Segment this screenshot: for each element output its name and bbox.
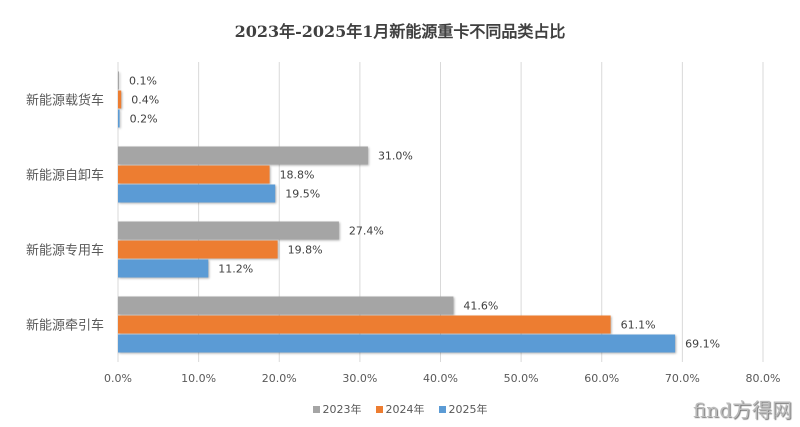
bar-2023年 bbox=[118, 221, 339, 240]
legend-swatch bbox=[312, 405, 320, 413]
bar-2024年 bbox=[118, 240, 278, 259]
category-label: 新能源专用车 bbox=[26, 243, 104, 259]
bar-2023年 bbox=[118, 71, 119, 90]
data-label: 11.2% bbox=[218, 263, 253, 276]
bar-2025年 bbox=[118, 184, 276, 203]
data-label: 19.8% bbox=[288, 244, 323, 257]
legend: 2023年 2024年 2025年 bbox=[0, 401, 800, 417]
category-label: 新能源载货车 bbox=[26, 93, 104, 109]
x-tick-label: 0.0% bbox=[104, 372, 132, 385]
data-label: 61.1% bbox=[621, 319, 656, 332]
x-tick-label: 40.0% bbox=[423, 372, 458, 385]
data-label: 0.4% bbox=[131, 94, 159, 107]
bar-2025年 bbox=[118, 334, 676, 353]
bar-2023年 bbox=[118, 296, 454, 315]
legend-item: 2023年 bbox=[312, 401, 362, 417]
data-label: 41.6% bbox=[463, 300, 498, 313]
legend-label: 2023年 bbox=[322, 403, 362, 416]
x-tick-label: 30.0% bbox=[342, 372, 377, 385]
legend-swatch bbox=[438, 405, 446, 413]
bar-2024年 bbox=[118, 165, 270, 184]
legend-label: 2024年 bbox=[385, 403, 425, 416]
bar-2023年 bbox=[118, 146, 368, 165]
chart-title: 2023年-2025年1月新能源重卡不同品类占比 bbox=[234, 22, 566, 41]
x-tick-label: 80.0% bbox=[746, 372, 781, 385]
data-label: 27.4% bbox=[349, 225, 384, 238]
data-label: 18.8% bbox=[280, 169, 315, 182]
x-tick-label: 20.0% bbox=[262, 372, 297, 385]
data-label: 0.1% bbox=[129, 75, 157, 88]
x-tick-label: 60.0% bbox=[584, 372, 619, 385]
bar-2024年 bbox=[118, 90, 122, 109]
bar-2025年 bbox=[118, 109, 120, 128]
data-label: 0.2% bbox=[130, 113, 158, 126]
watermark-logo: find方得网 bbox=[692, 398, 792, 422]
legend-item: 2024年 bbox=[375, 401, 425, 417]
legend-swatch bbox=[375, 405, 383, 413]
bar-2024年 bbox=[118, 315, 611, 334]
data-label: 69.1% bbox=[685, 338, 720, 351]
bar-2025年 bbox=[118, 259, 209, 278]
legend-label: 2025年 bbox=[448, 403, 488, 416]
x-tick-label: 70.0% bbox=[665, 372, 700, 385]
data-label: 19.5% bbox=[285, 188, 320, 201]
category-label: 新能源自卸车 bbox=[26, 168, 104, 184]
legend-item: 2025年 bbox=[438, 401, 488, 417]
category-label: 新能源牵引车 bbox=[26, 318, 104, 334]
x-tick-label: 50.0% bbox=[504, 372, 539, 385]
x-tick-label: 10.0% bbox=[181, 372, 216, 385]
data-label: 31.0% bbox=[378, 150, 413, 163]
